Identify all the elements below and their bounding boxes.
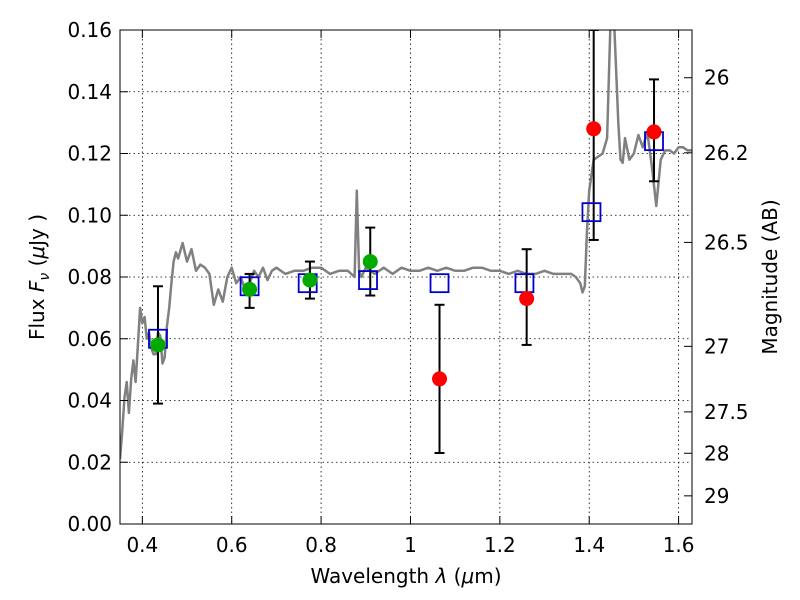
y2-tick-label: 27 [704, 334, 729, 358]
y-tick-label: 0.14 [67, 80, 112, 104]
x-tick-label: 0.8 [305, 533, 337, 557]
axis-ticks: 0.4 0.6 0.8 1 1.2 1.4 1.6 0.00 0.02 0.04 0.06 0.08 0… [67, 18, 748, 557]
y-axis-label: Flux Fν (μJy ) [25, 214, 53, 340]
y-tick-label: 0.04 [67, 389, 112, 413]
x-tick-label: 1.4 [573, 533, 605, 557]
model-point [358, 270, 378, 290]
green-point [150, 337, 166, 353]
x-tick-label: 1.2 [484, 533, 516, 557]
green-point [362, 254, 378, 270]
red-point [519, 291, 535, 307]
y2-axis-label: Magnitude (AB) [758, 199, 782, 354]
y2-tick-label: 28 [704, 441, 729, 465]
y-tick-label: 0.16 [67, 18, 112, 42]
x-tick-label: 0.4 [126, 533, 158, 557]
red-point [432, 371, 448, 387]
y2-tick-label: 26.5 [704, 230, 749, 254]
y2-tick-label: 29 [704, 484, 729, 508]
green-point [242, 281, 258, 297]
model-point [581, 202, 602, 223]
red-point [646, 124, 662, 140]
y-tick-label: 0.00 [67, 512, 112, 536]
x-tick-label: 0.6 [216, 533, 248, 557]
model-point [429, 273, 450, 294]
y-tick-label: 0.08 [67, 265, 112, 289]
y-tick-label: 0.02 [67, 450, 112, 474]
y2-tick-label: 26 [704, 66, 729, 90]
y2-tick-label: 27.5 [704, 400, 749, 424]
plot-area [120, 30, 692, 460]
y2-tick-label: 26.2 [704, 141, 749, 165]
y-tick-label: 0.06 [67, 327, 112, 351]
y-tick-label: 0.12 [67, 142, 112, 166]
y-tick-label: 0.10 [67, 203, 112, 227]
model-sed-line [120, 30, 692, 460]
x-tick-label: 1.6 [663, 533, 695, 557]
x-tick-label: 1 [404, 533, 417, 557]
plot-content [120, 30, 692, 460]
x-axis-label: Wavelength λ (μm) [310, 564, 501, 588]
red-point [586, 121, 602, 137]
green-point [302, 272, 318, 288]
